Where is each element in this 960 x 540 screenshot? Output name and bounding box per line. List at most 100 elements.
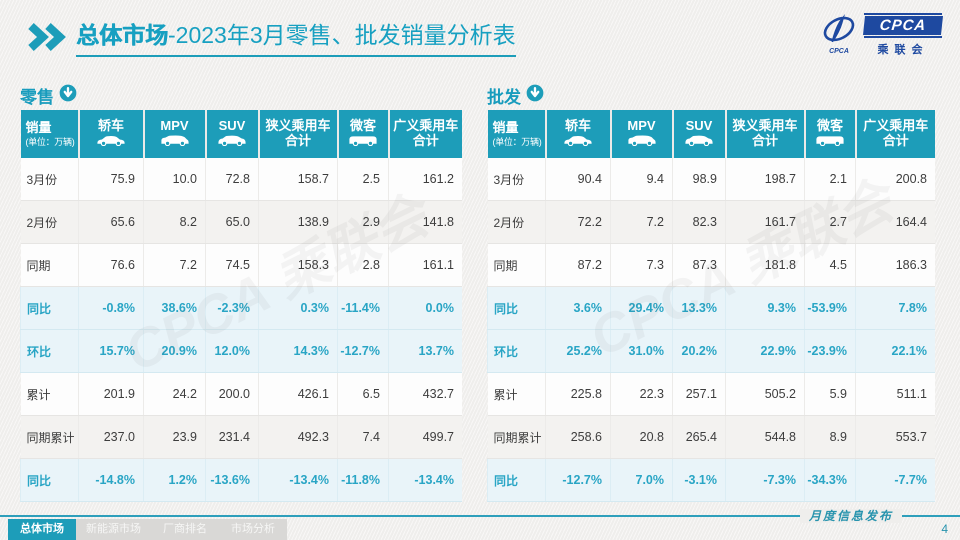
- table-cell: 161.2: [388, 158, 462, 201]
- table-cell: 0.0%: [388, 286, 462, 330]
- table-cell: 186.3: [855, 243, 935, 287]
- table-row: 同比 -0.8% 38.6% -2.3% 0.3% -11.4% 0.0%: [20, 286, 462, 330]
- publish-label: 月度信息发布: [799, 509, 902, 523]
- footer-divider: [0, 515, 960, 517]
- table-cell: 87.3: [672, 243, 726, 287]
- table-cell: 2.1: [804, 158, 856, 201]
- table-cell: 25.2%: [545, 329, 611, 373]
- tab-厂商排名[interactable]: 厂商排名: [151, 519, 219, 540]
- table-cell: 22.3: [610, 372, 673, 416]
- table-cell: 492.3: [258, 415, 338, 459]
- tab-市场分析[interactable]: 市场分析: [219, 519, 287, 540]
- table-cell: 72.2: [545, 200, 611, 244]
- table-cell: -11.4%: [337, 286, 389, 330]
- table-cell: 7.2: [610, 200, 673, 244]
- table-cell: 265.4: [672, 415, 726, 459]
- retail-section-header: 零售: [20, 84, 462, 107]
- table-cell: 158.7: [258, 158, 338, 201]
- table-cell: 6.5: [337, 372, 389, 416]
- table-cell: 82.3: [672, 200, 726, 244]
- table-row: 同比 3.6% 29.4% 13.3% 9.3% -53.9% 7.8%: [487, 286, 935, 330]
- table-cell: 22.1%: [855, 329, 935, 373]
- mpv-icon: [145, 135, 205, 149]
- table-row: 3月份 75.9 10.0 72.8 158.7 2.5 161.2: [20, 158, 462, 201]
- microvan-icon: [339, 135, 388, 149]
- table-row: 3月份 90.4 9.4 98.9 198.7 2.1 200.8: [487, 158, 935, 201]
- table-cell: 511.1: [855, 372, 935, 416]
- sales-unit: (单位：万辆): [25, 137, 75, 148]
- suv-icon: [674, 135, 725, 149]
- column-header-mpv: MPV: [609, 110, 673, 158]
- retail-table: 销量 (单位：万辆) 轿车 MPV SUV 狭义乘用车 合计 微客 广义乘用车 合计 3月份 7…: [20, 110, 462, 502]
- table-cell: 505.2: [725, 372, 805, 416]
- page-title-strong: 总体市场: [76, 22, 168, 49]
- row-label: 同期: [20, 243, 79, 287]
- table-row: 同期累计 237.0 23.9 231.4 492.3 7.4 499.7: [20, 415, 462, 459]
- page-title: 总体市场-2023年3月零售、批发销量分析表: [76, 22, 516, 57]
- row-label: 同期: [487, 243, 546, 287]
- mpv-icon: [612, 135, 672, 149]
- table-cell: 225.8: [545, 372, 611, 416]
- table-cell: 200.8: [855, 158, 935, 201]
- table-row: 2月份 72.2 7.2 82.3 161.7 2.7 164.4: [487, 200, 935, 244]
- table-cell: 13.3%: [672, 286, 726, 330]
- tab-总体市场[interactable]: 总体市场: [8, 519, 76, 540]
- tab-新能源市场[interactable]: 新能源市场: [76, 519, 151, 540]
- down-arrow-circle-icon: [59, 84, 77, 107]
- table-cell: 38.6%: [143, 286, 206, 330]
- table-cell: 87.2: [545, 243, 611, 287]
- column-header-sedan: 轿车: [77, 110, 144, 158]
- row-label: 环比: [487, 329, 546, 373]
- logo-association-name: 乘联会: [877, 44, 929, 56]
- table-cell: 9.4: [610, 158, 673, 201]
- row-label: 2月份: [487, 200, 546, 244]
- table-cell: 426.1: [258, 372, 338, 416]
- row-label: 2月份: [20, 200, 79, 244]
- column-header-narrow-pv-total: 狭义乘用车 合计: [257, 110, 338, 158]
- table-cell: -3.1%: [672, 458, 726, 502]
- down-arrow-circle-icon: [526, 84, 544, 107]
- table-cell: -0.8%: [78, 286, 144, 330]
- table-cell: 201.9: [78, 372, 144, 416]
- row-label: 累计: [20, 372, 79, 416]
- table-cell: 13.7%: [388, 329, 462, 373]
- table-row: 同比 -12.7% 7.0% -3.1% -7.3% -34.3% -7.7%: [487, 458, 935, 502]
- table-row: 环比 25.2% 31.0% 20.2% 22.9% -23.9% 22.1%: [487, 329, 935, 373]
- table-cell: 7.4: [337, 415, 389, 459]
- table-cell: 141.8: [388, 200, 462, 244]
- table-cell: 75.9: [78, 158, 144, 201]
- table-cell: 12.0%: [205, 329, 259, 373]
- table-cell: 76.6: [78, 243, 144, 287]
- table-cell: 90.4: [545, 158, 611, 201]
- row-label: 3月份: [20, 158, 79, 201]
- sedan-icon: [80, 135, 143, 149]
- table-cell: -7.3%: [725, 458, 805, 502]
- table-cell: -13.4%: [258, 458, 338, 502]
- row-label: 3月份: [487, 158, 546, 201]
- column-header-narrow-pv-total: 狭义乘用车 合计: [724, 110, 805, 158]
- row-label: 环比: [20, 329, 79, 373]
- logo-cpca-text: CPCA: [863, 16, 943, 35]
- column-header-broad-pv-total: 广义乘用车 合计: [854, 110, 935, 158]
- table-cell: -2.3%: [205, 286, 259, 330]
- table-cell: 553.7: [855, 415, 935, 459]
- page-header: 总体市场-2023年3月零售、批发销量分析表: [26, 22, 516, 57]
- table-row: 同期 76.6 7.2 74.5 158.3 2.8 161.1: [20, 243, 462, 287]
- table-cell: 161.7: [725, 200, 805, 244]
- table-cell: 257.1: [672, 372, 726, 416]
- column-header-suv: SUV: [204, 110, 259, 158]
- sales-header-cell: 销量 (单位：万辆): [487, 110, 546, 158]
- row-label: 同比: [20, 458, 79, 502]
- table-cell: 164.4: [855, 200, 935, 244]
- table-cell: 161.1: [388, 243, 462, 287]
- table-cell: -23.9%: [804, 329, 856, 373]
- wholesale-table: 销量 (单位：万辆) 轿车 MPV SUV 狭义乘用车 合计 微客 广义乘用车 合计 3月份 9…: [487, 110, 935, 502]
- microvan-icon: [806, 135, 855, 149]
- table-cell: 20.9%: [143, 329, 206, 373]
- table-cell: 7.0%: [610, 458, 673, 502]
- table-cell: 231.4: [205, 415, 259, 459]
- wholesale-section-header: 批发: [487, 84, 935, 107]
- suv-icon: [207, 135, 258, 149]
- page-number: 4: [941, 522, 948, 536]
- table-cell: 7.2: [143, 243, 206, 287]
